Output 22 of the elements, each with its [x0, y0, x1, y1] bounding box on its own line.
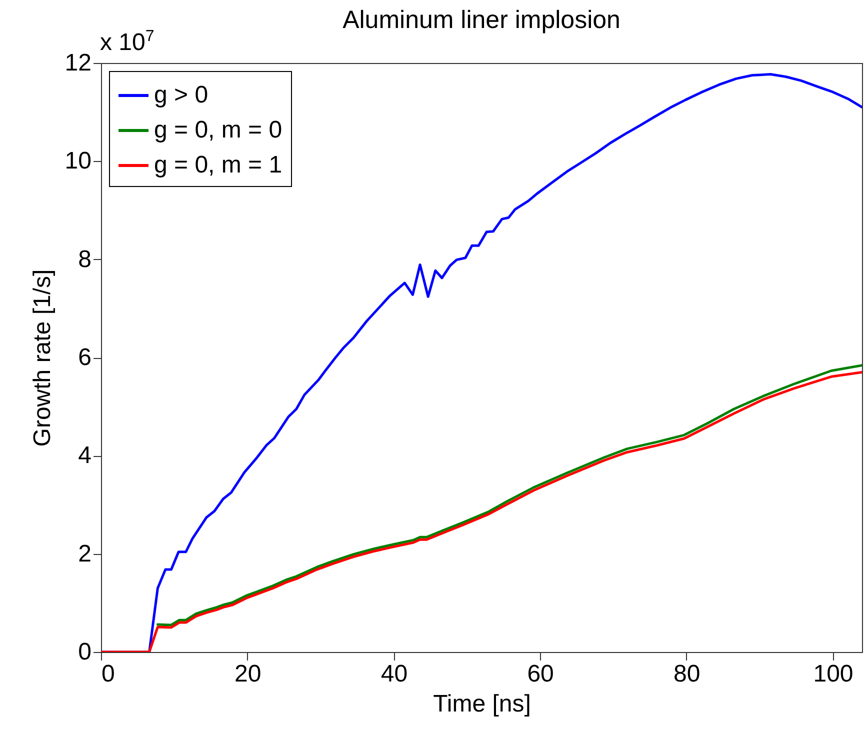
- legend-label: g > 0: [154, 82, 208, 108]
- legend-label: g = 0, m = 1: [154, 152, 282, 178]
- y-axis-title: Growth rate [1/s]: [28, 269, 56, 447]
- x-tick-label: 60: [527, 660, 554, 688]
- chart-title: Aluminum liner implosion: [342, 6, 620, 34]
- x-tick-label: 0: [102, 660, 115, 688]
- y-tick-label: 2: [78, 540, 92, 568]
- y-tick-label: 12: [64, 50, 92, 76]
- line-series: [156, 364, 862, 626]
- y-tick-label: 4: [78, 442, 92, 470]
- y-tick-label: 8: [78, 246, 92, 273]
- x-tick-label: 20: [234, 660, 262, 688]
- line-series: [101, 370, 862, 652]
- text: x 10$^{7}$: [100, 28, 154, 57]
- y-tick-label: 6: [78, 344, 92, 371]
- x-tick-label: 100: [813, 660, 854, 688]
- legend-label: g = 0, m = 0: [154, 116, 282, 144]
- y-tick-label: 10: [64, 148, 92, 175]
- x-tick-label: 80: [674, 660, 700, 688]
- y-tick-label: 0: [78, 638, 92, 666]
- x-axis-title: Time [ns]: [433, 690, 531, 718]
- x-tick-label: 40: [380, 660, 408, 688]
